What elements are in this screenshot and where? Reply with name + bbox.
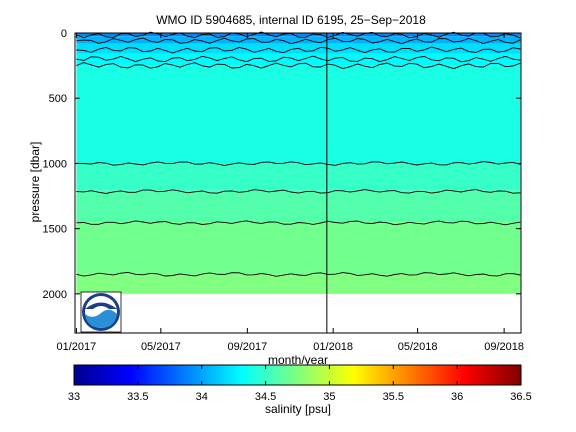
salinity-layer-5 bbox=[76, 163, 521, 191]
contour-line-7 bbox=[76, 220, 521, 226]
contour-line-2 bbox=[76, 46, 521, 54]
y-tick-label: 500 bbox=[49, 93, 67, 105]
plot-axes-frame bbox=[74, 32, 522, 334]
contour-line-6 bbox=[76, 189, 521, 194]
salinity-layer-3 bbox=[76, 53, 521, 66]
y-tick-label: 0 bbox=[61, 28, 67, 40]
x-tick-label: 05/2017 bbox=[141, 341, 181, 353]
colorbar-tick-label: 36 bbox=[451, 391, 463, 403]
colorbar-tick-label: 33.5 bbox=[127, 391, 148, 403]
colorbar-tick-label: 36.5 bbox=[510, 391, 531, 403]
contour-line-8 bbox=[76, 271, 521, 277]
colorbar-ticks: 33 33.5 34 34.5 35 35.5 36 36.5 bbox=[68, 365, 532, 403]
contour-line-0 bbox=[76, 31, 521, 39]
noaa-logo bbox=[80, 291, 122, 333]
colorbar-gradient bbox=[73, 364, 522, 386]
x-tick-label: 09/2018 bbox=[484, 341, 524, 353]
x-tick-label: 09/2017 bbox=[227, 341, 267, 353]
logo-bird-icon bbox=[85, 302, 117, 309]
y-axis-label: pressure [dbar] bbox=[28, 142, 42, 223]
colorbar-label: salinity [psu] bbox=[265, 402, 331, 416]
salinity-layers bbox=[76, 33, 521, 294]
y-tick-label: 2000 bbox=[43, 289, 67, 301]
salinity-layer-8 bbox=[76, 274, 521, 294]
y-tick-label: 1000 bbox=[43, 158, 67, 170]
logo-wave-icon bbox=[85, 309, 117, 328]
contour-line-1 bbox=[76, 37, 521, 45]
y-tick-label: 1500 bbox=[43, 224, 67, 236]
contour-line-3 bbox=[76, 55, 521, 63]
y-axis-ticks: 0 500 1000 1500 2000 bbox=[43, 28, 521, 301]
salinity-colorbar: 33 33.5 34 34.5 35 35.5 36 36.5 salinity [psu] bbox=[68, 364, 532, 416]
colorbar-tick-label: 35.5 bbox=[383, 391, 404, 403]
colorbar-tick-label: 34.5 bbox=[255, 391, 276, 403]
salinity-layer-1 bbox=[76, 36, 521, 44]
contour-line-5 bbox=[76, 161, 521, 166]
colorbar-tick-label: 35 bbox=[323, 391, 335, 403]
x-tick-label: 05/2018 bbox=[398, 341, 438, 353]
contour-line-4 bbox=[76, 62, 521, 70]
salinity-layer-7 bbox=[76, 222, 521, 275]
salinity-layer-4 bbox=[76, 65, 521, 164]
x-axis-label: month/year bbox=[268, 353, 328, 367]
salinity-layer-0 bbox=[76, 33, 521, 37]
x-axis-ticks: 01/2017 05/2017 09/2017 01/2018 05/2018 09/20… bbox=[57, 33, 524, 353]
colorbar-tick-label: 33 bbox=[68, 391, 80, 403]
salinity-section-plot: WMO ID 5904685, internal ID 6195, 25−Sep… bbox=[28, 13, 524, 367]
chart-title: WMO ID 5904685, internal ID 6195, 25−Sep… bbox=[156, 13, 426, 27]
x-tick-label: 01/2017 bbox=[57, 341, 97, 353]
x-tick-label: 01/2018 bbox=[313, 341, 353, 353]
salinity-contours bbox=[76, 31, 521, 277]
salinity-layer-6 bbox=[76, 190, 521, 223]
colorbar-tick-label: 34 bbox=[196, 391, 208, 403]
